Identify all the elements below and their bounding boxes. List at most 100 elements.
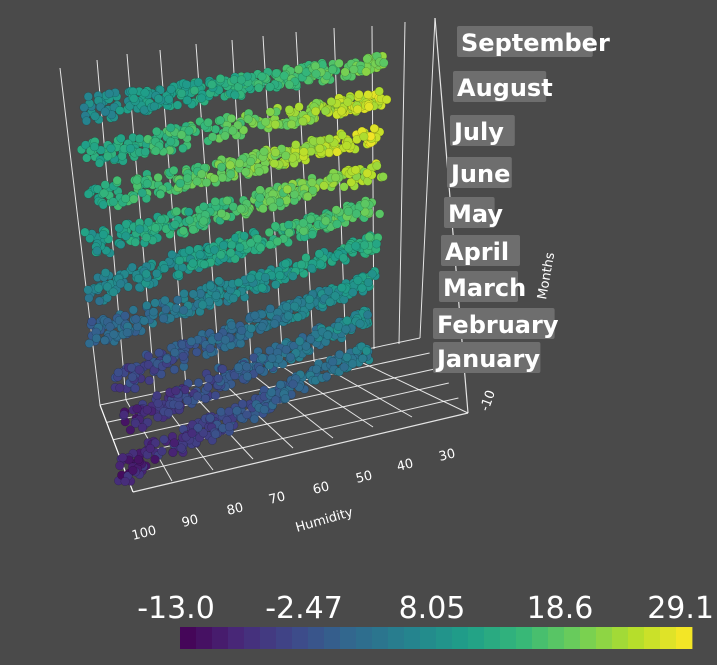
- data-point: [257, 72, 267, 82]
- data-point: [358, 353, 368, 364]
- data-point: [282, 302, 292, 312]
- data-point: [197, 93, 207, 103]
- data-point: [257, 353, 268, 363]
- data-point: [284, 105, 294, 115]
- data-point: [272, 236, 283, 246]
- data-point: [177, 130, 187, 140]
- data-point: [254, 167, 264, 177]
- colorbar-bin: [196, 627, 213, 649]
- humidity-tick-label: 80: [225, 500, 245, 519]
- data-point: [149, 307, 159, 317]
- data-point: [236, 339, 246, 349]
- colorbar-bin: [644, 627, 661, 649]
- data-point: [296, 260, 306, 270]
- data-point: [121, 219, 131, 229]
- data-point: [116, 279, 126, 289]
- data-point: [315, 136, 326, 146]
- colorbar-bin: [468, 627, 485, 649]
- data-point: [211, 429, 221, 439]
- data-point: [199, 216, 209, 226]
- data-point: [219, 240, 229, 250]
- data-point: [135, 224, 145, 234]
- data-point: [306, 263, 317, 273]
- data-point: [363, 310, 373, 320]
- humidity-tick-label: 70: [267, 489, 287, 508]
- humidity-tick-label: 90: [180, 512, 200, 531]
- data-point: [80, 227, 90, 237]
- data-point: [215, 115, 225, 125]
- data-point: [343, 206, 353, 216]
- data-point: [128, 465, 138, 475]
- month-label: February: [437, 311, 559, 339]
- data-point: [242, 362, 252, 372]
- data-point: [83, 189, 93, 199]
- grid-line: [398, 21, 406, 345]
- colorbar-bin: [628, 627, 645, 649]
- data-point: [209, 173, 219, 184]
- data-point: [125, 425, 135, 435]
- data-point: [342, 141, 352, 151]
- colorbar-bin: [228, 627, 245, 649]
- data-point: [280, 394, 291, 404]
- data-point: [156, 215, 166, 225]
- data-point: [112, 175, 122, 185]
- data-point: [153, 172, 163, 183]
- data-point: [87, 316, 97, 327]
- grid-line: [126, 397, 459, 476]
- humidity-tick-label: 50: [354, 468, 374, 487]
- data-point: [102, 293, 112, 303]
- data-point: [170, 347, 180, 358]
- data-point: [188, 225, 198, 235]
- data-point: [172, 206, 182, 216]
- data-point: [288, 271, 298, 281]
- data-point: [170, 219, 180, 229]
- data-point: [113, 367, 123, 378]
- data-point: [264, 227, 274, 237]
- data-point: [174, 269, 184, 279]
- colorbar-tick-label: -13.0: [137, 591, 215, 626]
- data-point: [324, 147, 334, 158]
- data-point: [226, 248, 236, 258]
- colorbar: [180, 627, 693, 649]
- data-point: [214, 276, 224, 286]
- data-point: [271, 395, 281, 405]
- data-point: [106, 143, 116, 153]
- data-point: [269, 158, 279, 169]
- data-point: [382, 95, 392, 105]
- data-point: [343, 97, 353, 107]
- data-point: [249, 414, 259, 424]
- data-point: [259, 146, 269, 157]
- data-point: [279, 71, 289, 81]
- months-axis-title: Months: [535, 251, 558, 301]
- data-point: [293, 64, 304, 74]
- grid-line: [251, 373, 334, 439]
- month-label: May: [448, 200, 503, 228]
- humidity-tick-label: 60: [311, 479, 331, 498]
- colorbar-bin: [212, 627, 229, 649]
- data-point: [119, 410, 129, 420]
- data-point: [160, 295, 170, 305]
- data-point: [169, 438, 179, 448]
- colorbar-tick-label: 29.1: [647, 591, 714, 626]
- data-point: [243, 114, 253, 124]
- data-point: [224, 406, 234, 416]
- data-point: [104, 89, 114, 99]
- data-point: [123, 282, 133, 292]
- data-point: [93, 184, 103, 194]
- data-point: [374, 86, 384, 96]
- data-point: [132, 175, 142, 185]
- data-point: [290, 301, 300, 311]
- data-point: [199, 201, 209, 212]
- data-point: [228, 126, 238, 136]
- colorbar-bin: [356, 627, 373, 649]
- data-point: [100, 180, 110, 190]
- data-point: [362, 168, 372, 178]
- data-point: [359, 132, 369, 142]
- data-point: [134, 273, 144, 284]
- colorbar-bin: [260, 627, 277, 649]
- data-point: [265, 82, 275, 92]
- data-point: [159, 434, 169, 444]
- data-point: [143, 217, 154, 227]
- data-point: [135, 133, 145, 144]
- data-point: [158, 314, 168, 324]
